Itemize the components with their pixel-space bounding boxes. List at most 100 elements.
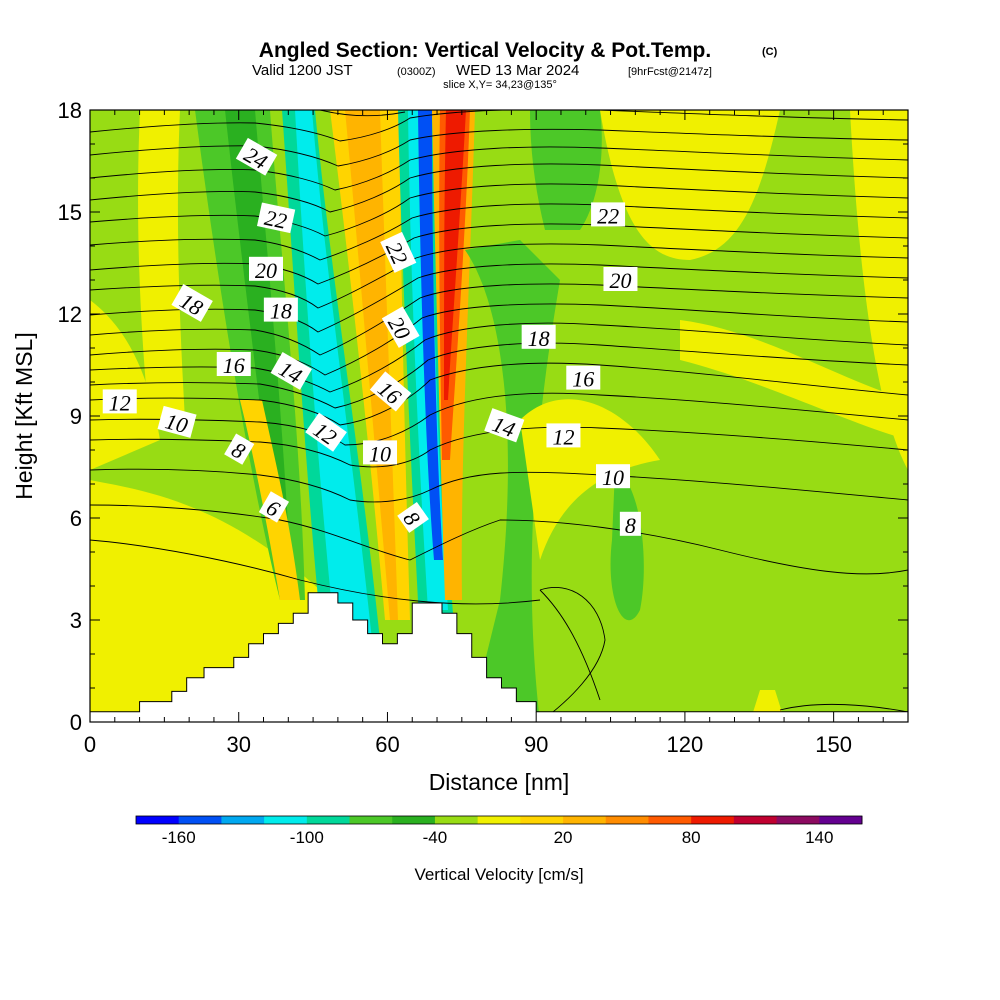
- colorbar: [135, 815, 863, 825]
- shading-orange-center2: [345, 110, 398, 620]
- y-axis: 0 3 6 9 12 15 18: [58, 98, 908, 735]
- colorbar-swatch: [605, 816, 649, 824]
- colorbar-tick-label: 20: [554, 828, 573, 847]
- contour-label: 8: [224, 433, 255, 465]
- contour-label-text: 22: [597, 203, 619, 228]
- contour-label: 8: [619, 511, 641, 538]
- svg-text:Valid 1200 JST: Valid 1200 JST: [252, 62, 353, 79]
- contour-label-bg: [591, 202, 626, 227]
- y-tick-label: 9: [70, 404, 82, 429]
- contour-label-bg: [596, 464, 631, 489]
- contour-label-bg: [270, 352, 313, 390]
- colorbar-swatch: [563, 816, 607, 824]
- y-tick-label: 15: [58, 200, 82, 225]
- contour-label-bg: [157, 405, 197, 438]
- colorbar-swatch: [691, 816, 735, 824]
- contour-label: 18: [521, 324, 556, 351]
- contour-label-text: 12: [109, 390, 131, 415]
- svg-text:[9hrFcst@2147z]: [9hrFcst@2147z]: [628, 66, 712, 78]
- chart-subtitle: Valid 1200 JST (0300Z) WED 13 Mar 2024 […: [252, 62, 712, 79]
- contour-label: 14: [484, 408, 525, 443]
- contour-label-bg: [305, 412, 347, 452]
- contour-label-bg: [171, 284, 213, 322]
- colorbar-frame: [135, 815, 863, 825]
- colorbar-tick-label: -100: [290, 828, 324, 847]
- colorbar-label: Vertical Velocity [cm/s]: [414, 865, 583, 884]
- shading-cyan-inner: [295, 110, 372, 640]
- contour-label-bg: [363, 440, 398, 465]
- contour-label-bg: [603, 267, 638, 291]
- contour-label-text: 18: [270, 299, 292, 324]
- contour-label-bg: [263, 297, 298, 322]
- colorbar-swatch: [434, 816, 479, 824]
- contour-label-bg: [102, 389, 137, 414]
- contour-label-bg: [381, 306, 420, 348]
- contour-label-text: 10: [602, 465, 624, 490]
- contour-label: 12: [102, 389, 137, 415]
- y-tick-label: 0: [70, 710, 82, 735]
- contour-label-bg: [235, 137, 278, 176]
- contour-label-text: 8: [625, 513, 636, 538]
- shading-yellow-left-mid: [90, 300, 160, 470]
- contour-label-text: 18: [528, 326, 550, 351]
- colorbar-swatch: [349, 816, 393, 824]
- contour-label-text: 16: [223, 353, 245, 378]
- contour-label-bg: [397, 501, 429, 533]
- x-axis: 0 30 60 90 120 150: [84, 110, 909, 757]
- shading-red-updraft: [444, 110, 466, 400]
- contour-label: 6: [258, 491, 290, 523]
- chart-title-suffix: (C): [762, 46, 778, 58]
- colorbar-swatch: [306, 816, 351, 824]
- shading-yellow-right-top: [600, 110, 780, 260]
- contour-label-text: 16: [572, 367, 594, 392]
- contour-label-text: 10: [369, 441, 391, 466]
- colorbar-swatch: [733, 816, 778, 824]
- y-tick-label: 12: [58, 302, 82, 327]
- contour-label-text: 20: [609, 268, 631, 293]
- x-tick-label: 30: [226, 732, 250, 757]
- contour-label-bg: [521, 324, 556, 349]
- contour-label-bg: [256, 202, 296, 234]
- contour-label: 18: [263, 297, 298, 324]
- colorbar-tick-label: -40: [423, 828, 448, 847]
- contour-label: 10: [157, 405, 197, 438]
- svg-text:(0300Z): (0300Z): [397, 66, 436, 78]
- contour-label: 22: [591, 202, 626, 228]
- contour-label: 16: [566, 365, 601, 392]
- colorbar-tick-label: 80: [682, 828, 701, 847]
- x-tick-label: 120: [667, 732, 704, 757]
- shading-yellow-mid-right: [680, 320, 908, 440]
- colorbar-swatch: [776, 816, 820, 824]
- colorbar-tick-label: 140: [805, 828, 833, 847]
- contour-label-bg: [216, 352, 251, 376]
- contour-label: 12: [546, 423, 581, 449]
- contour-label: 20: [603, 267, 638, 293]
- shading-green-right-top: [530, 110, 602, 230]
- x-tick-label: 90: [524, 732, 548, 757]
- contour-label-text: 12: [552, 424, 574, 449]
- colorbar-swatch: [264, 816, 308, 824]
- shading-yellow-right-edge: [850, 110, 908, 470]
- shading-blue-right-core: [418, 110, 443, 560]
- shading-darkgreen-left: [225, 110, 290, 560]
- y-tick-label: 18: [58, 98, 82, 123]
- contour-label-bg: [566, 365, 601, 390]
- contour-label-bg: [546, 423, 581, 448]
- contour-label-text: 20: [255, 258, 277, 283]
- svg-text:WED 13 Mar 2024: WED 13 Mar 2024: [456, 62, 579, 79]
- contour-label-bg: [484, 408, 525, 443]
- contour-label: 8: [397, 501, 429, 533]
- x-axis-label: Distance [nm]: [429, 769, 570, 795]
- x-tick-label: 150: [815, 732, 852, 757]
- contour-label: 16: [216, 352, 251, 378]
- shading-green-right: [465, 240, 560, 722]
- shading-green-oval: [610, 470, 644, 621]
- x-tick-label: 60: [375, 732, 399, 757]
- y-tick-label: 6: [70, 506, 82, 531]
- contour-label-bg: [369, 371, 412, 412]
- colorbar-swatch: [477, 816, 521, 824]
- y-axis-label: Height [Kft MSL]: [11, 332, 37, 499]
- contour-label: 22: [256, 202, 296, 234]
- contour-label-bg: [619, 511, 641, 536]
- contour-label: 20: [248, 256, 283, 283]
